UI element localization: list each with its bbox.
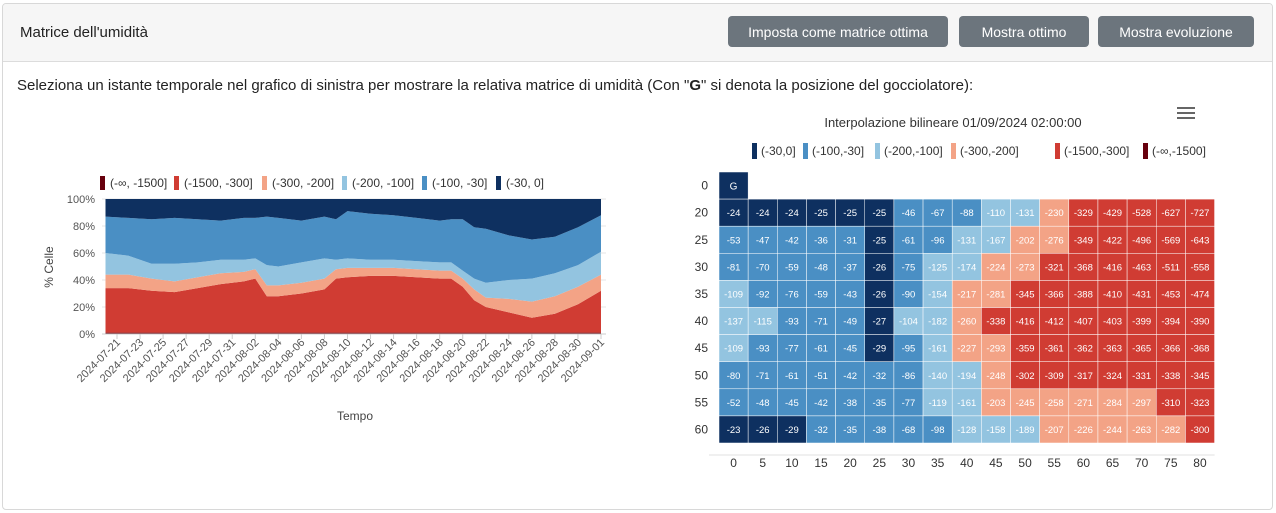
y-tick-label: 60% xyxy=(73,248,95,260)
set-optimal-matrix-button[interactable]: Imposta come matrice ottima xyxy=(728,16,948,47)
legend-swatch xyxy=(174,176,179,190)
area-series-5 xyxy=(105,211,601,283)
legend-label: (-30, 0] xyxy=(506,176,544,190)
show-optimal-button[interactable]: Mostra ottimo xyxy=(959,16,1089,47)
card-title: Matrice dell'umidità xyxy=(20,24,148,41)
humidity-card: Matrice dell'umidità Imposta come matric… xyxy=(2,3,1273,510)
legend-swatch xyxy=(100,176,105,190)
card-header: Matrice dell'umidità Imposta come matric… xyxy=(3,4,1272,62)
legend-label: (-200, -100] xyxy=(352,176,414,190)
legend-label: (-300, -200] xyxy=(272,176,334,190)
y-tick-label: 100% xyxy=(67,194,95,206)
y-axis-title: % Celle xyxy=(42,246,56,288)
legend-swatch xyxy=(262,176,267,190)
instructions-text: Seleziona un istante temporale nel grafi… xyxy=(17,77,974,94)
dripper-symbol: G xyxy=(689,77,701,94)
area-series-4 xyxy=(105,251,601,302)
x-axis-title: Tempo xyxy=(337,409,373,423)
legend-label: (-100, -30] xyxy=(432,176,487,190)
area-series-6 xyxy=(105,199,601,240)
show-evolution-button[interactable]: Mostra evoluzione xyxy=(1098,16,1254,47)
y-tick-label: 20% xyxy=(73,302,95,314)
y-tick-label: 40% xyxy=(73,275,95,287)
chart-menu-icon[interactable] xyxy=(1177,105,1195,121)
legend-swatch xyxy=(496,176,501,190)
legend-swatch xyxy=(422,176,427,190)
area-series-3 xyxy=(105,267,601,318)
legend-label: (-1500, -300] xyxy=(184,176,253,190)
legend-label: (-∞, -1500] xyxy=(110,176,167,190)
y-tick-label: 0% xyxy=(79,329,95,341)
legend-swatch xyxy=(342,176,347,190)
area-series-2 xyxy=(105,275,601,333)
y-tick-label: 80% xyxy=(73,221,95,233)
